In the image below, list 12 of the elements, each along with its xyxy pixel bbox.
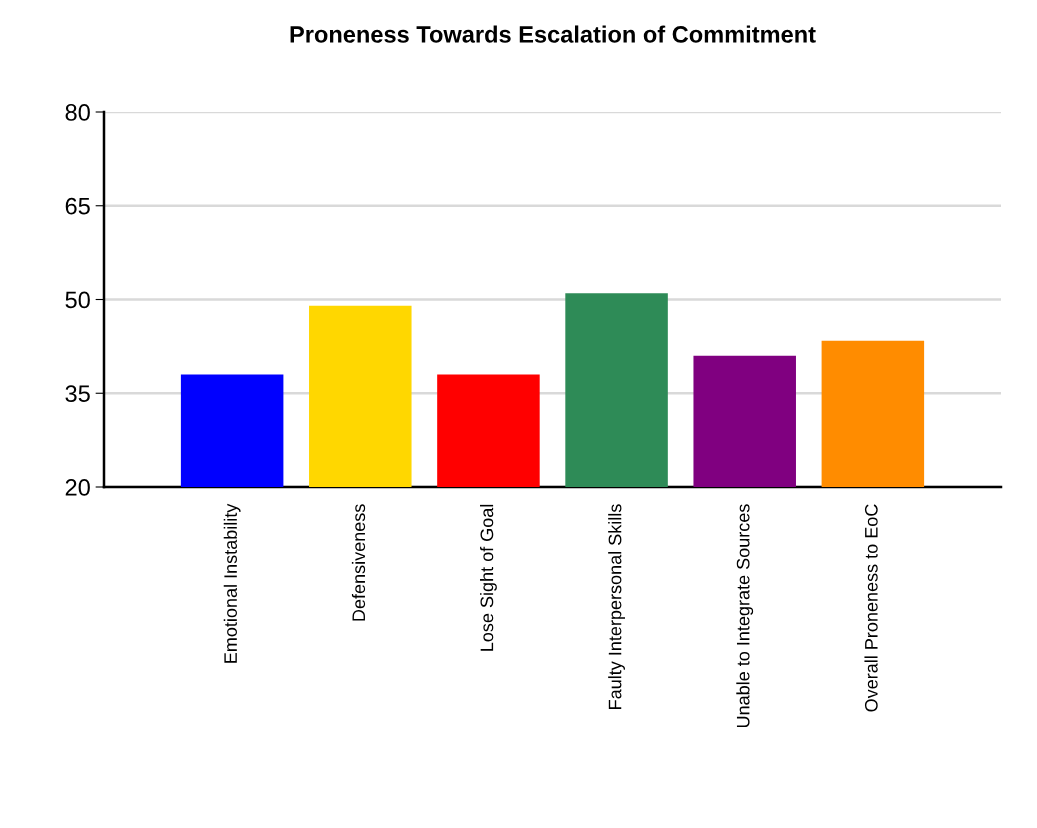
x-tick-label: Defensiveness <box>351 504 366 621</box>
y-tick-label: 35 <box>65 385 90 403</box>
chart-title: Proneness Towards Escalation of Commitment <box>290 25 816 43</box>
x-tick-label: Faulty Interpersonal Skills <box>608 504 625 709</box>
y-tick-label: 80 <box>65 104 90 121</box>
x-tick-label: Emotional Instability <box>223 503 241 663</box>
y-tick-label: 20 <box>65 479 90 496</box>
x-tick-label: Unable to Integrate Sources <box>736 504 754 728</box>
y-tick-label: 65 <box>65 197 90 215</box>
x-tick-label: Overall Proneness to EoC <box>864 504 878 712</box>
y-tick-label: 50 <box>65 291 90 309</box>
x-tick-label: Lose Sight of Goal <box>480 504 497 651</box>
